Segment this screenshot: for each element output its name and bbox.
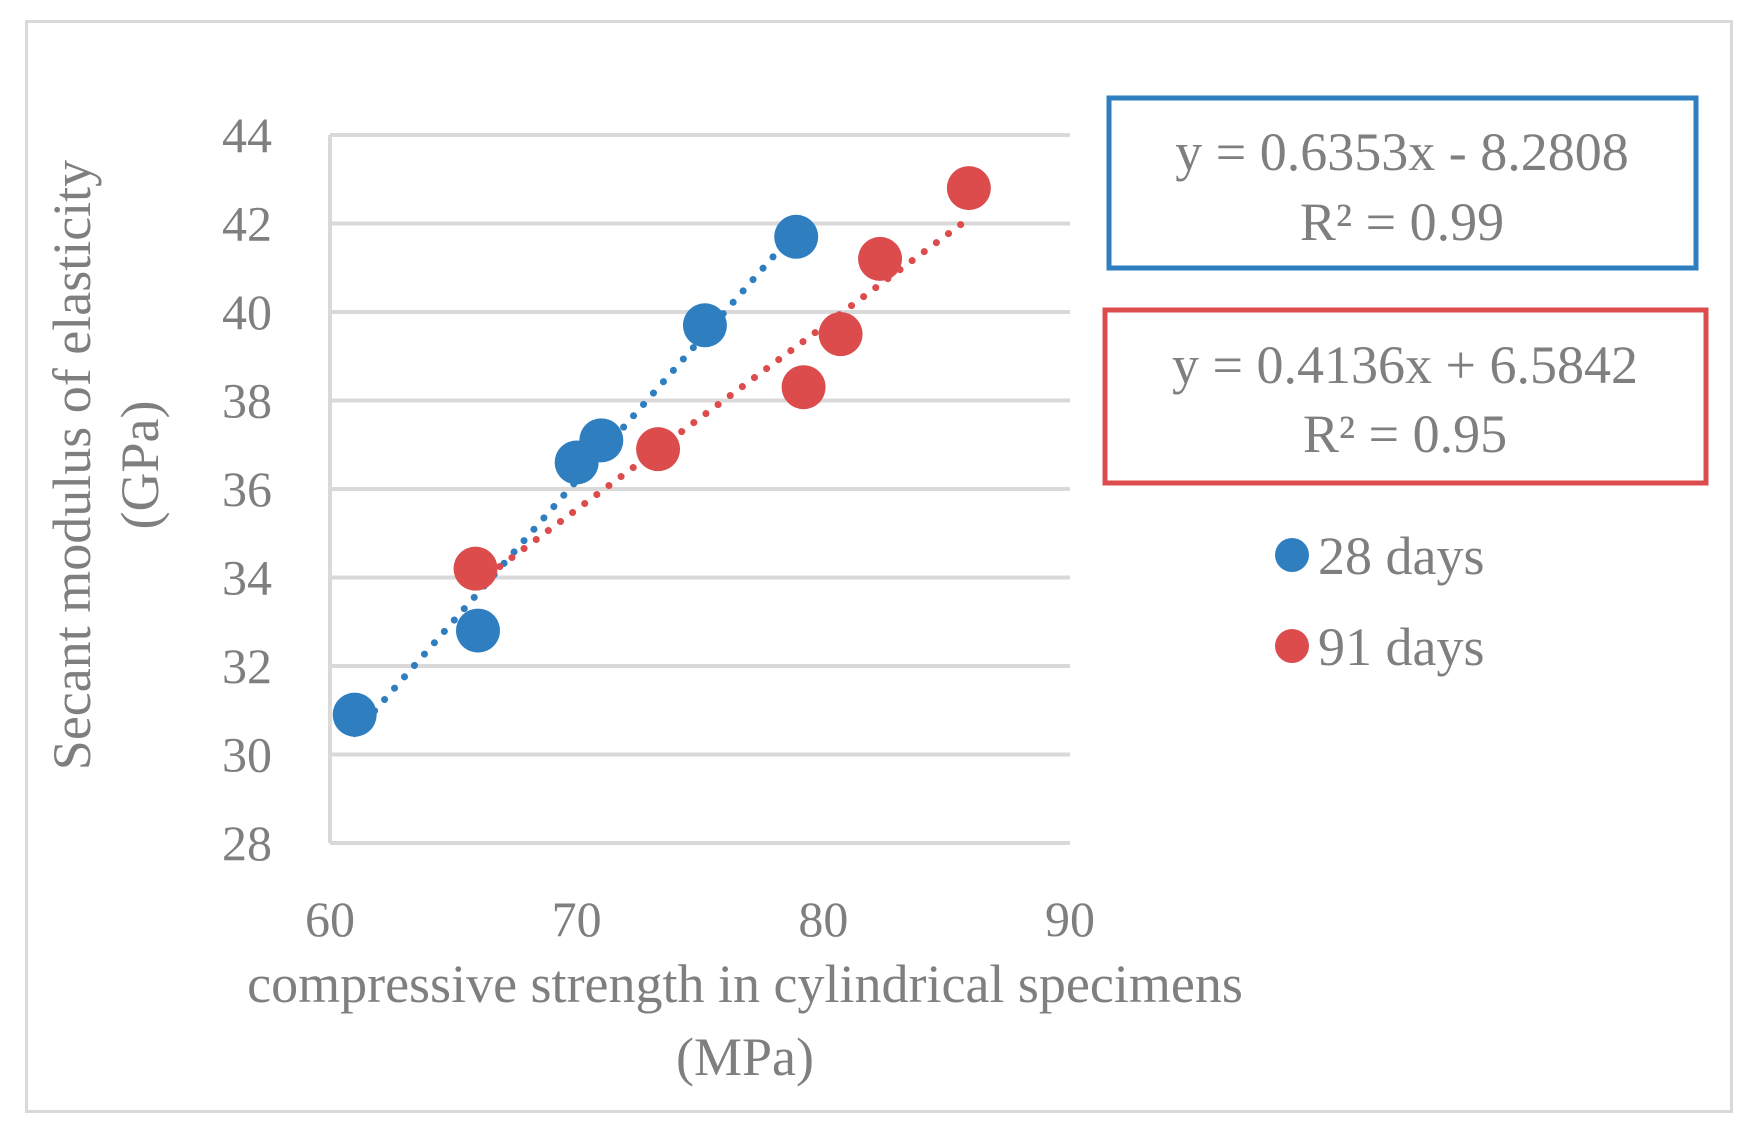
y-axis-title-line-2: (GPa): [110, 401, 170, 530]
x-tick-label: 80: [798, 891, 848, 947]
y-tick-label: 42: [222, 196, 272, 252]
gridlines: [330, 133, 1070, 757]
equation-box-91-days: [1102, 307, 1709, 486]
y-tick-label: 40: [222, 284, 272, 340]
point-28-days: [456, 608, 500, 653]
legend-marker-91-days: [1275, 629, 1309, 663]
x-tick-label: 60: [305, 891, 355, 947]
y-tick-label: 34: [222, 550, 272, 606]
equation-28-days: y = 0.6353x - 8.2808: [1175, 122, 1628, 182]
y-tick-label: 32: [222, 638, 272, 694]
point-28-days: [579, 418, 624, 463]
point-91-days: [946, 166, 991, 211]
y-tick-label: 28: [222, 815, 272, 871]
point-91-days: [453, 546, 498, 591]
y-tick-label: 36: [222, 461, 272, 517]
equation-91-days: y = 0.4136x + 6.5842: [1172, 335, 1638, 395]
legend-marker-28-days: [1275, 538, 1309, 572]
legend-item-91-days: 91 days: [1275, 617, 1484, 677]
point-91-days: [818, 312, 863, 357]
point-28-days: [774, 214, 819, 259]
y-tick-label: 38: [222, 373, 272, 429]
y-tick-label: 44: [222, 107, 272, 163]
point-91-days: [781, 365, 826, 410]
y-tick-labels: 28 30 32 34 36 38 40 42 44: [222, 107, 272, 871]
equation-box-28-days: [1106, 95, 1699, 271]
y-tick-label: 30: [222, 727, 272, 783]
trendline-label-28-days: y = 0.6353x - 8.2808 R² = 0.99: [1106, 95, 1699, 271]
x-axis-title-line-1: compressive strength in cylindrical spec…: [247, 954, 1243, 1014]
trendlines: [351, 215, 973, 738]
x-tick-label: 70: [552, 891, 602, 947]
r2-28-days: R² = 0.99: [1300, 192, 1504, 252]
data-points: [332, 166, 991, 737]
legend-label-28-days: 28 days: [1318, 526, 1484, 586]
r2-91-days: R² = 0.95: [1303, 404, 1507, 464]
point-91-days: [858, 236, 903, 281]
x-axis-title-line-2: (MPa): [676, 1027, 814, 1087]
y-axis-title: Secant modulus of elasticity (GPa): [42, 160, 170, 770]
point-28-days: [332, 692, 377, 737]
point-28-days: [682, 303, 727, 348]
legend-item-28-days: 28 days: [1275, 526, 1484, 586]
trendline-label-91-days: y = 0.4136x + 6.5842 R² = 0.95: [1102, 307, 1709, 486]
y-axis-title-line-1: Secant modulus of elasticity: [42, 160, 102, 770]
x-tick-labels: 60 70 80 90: [305, 891, 1095, 947]
axes: [328, 135, 1070, 845]
point-91-days: [636, 427, 681, 472]
x-axis-title: compressive strength in cylindrical spec…: [247, 954, 1243, 1087]
x-tick-label: 90: [1045, 891, 1095, 947]
legend-label-91-days: 91 days: [1318, 617, 1484, 677]
legend: 28 days 91 days: [1275, 526, 1484, 677]
